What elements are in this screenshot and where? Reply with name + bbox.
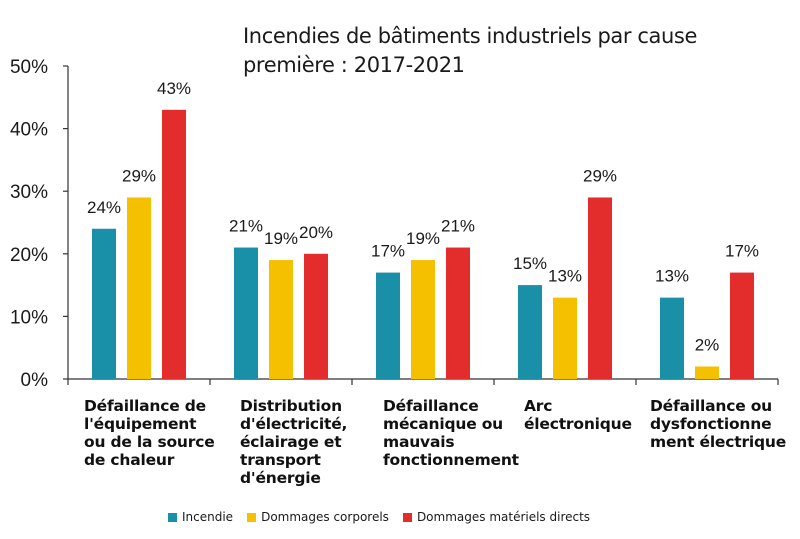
bar (411, 260, 435, 379)
data-label: 17% (725, 242, 759, 261)
bar (304, 253, 328, 379)
category-label-line: de chaleur (84, 451, 175, 469)
bar (127, 197, 151, 379)
category-label-line: Défaillance ou (650, 397, 772, 415)
legend-item: Incendie (168, 510, 233, 524)
bar (695, 366, 719, 379)
y-tick-label: 40% (10, 120, 48, 141)
legend-label: Dommages corporels (261, 510, 389, 524)
category-label: Arc électronique (524, 397, 632, 433)
bar (660, 297, 684, 379)
bar (588, 197, 612, 379)
category-label-line: fonctionnement (383, 451, 519, 469)
category-label-line: dysfonctionne (650, 415, 772, 433)
legend: Incendie Dommages corporels Dommages matér… (168, 510, 604, 524)
data-label: 29% (583, 166, 617, 185)
axes: 0% 10% 20% 30% 40% 50% (10, 57, 779, 391)
data-label: 20% (299, 223, 333, 242)
data-label: 19% (406, 229, 440, 248)
legend-item: Dommages matériels directs (402, 510, 591, 524)
data-label: 24% (87, 198, 121, 217)
category-label-line: d'énergie (240, 469, 321, 487)
data-label: 17% (371, 242, 405, 261)
category-label-line: Arc (524, 397, 553, 415)
data-label: 21% (441, 217, 475, 236)
y-tick-label: 30% (10, 182, 48, 203)
data-labels: 24%29%43%21%19% 20%17%19%21%15%13%29%13%2… (87, 79, 759, 355)
legend-swatch (247, 512, 257, 522)
y-tick-label: 20% (10, 245, 48, 266)
data-label: 21% (229, 217, 263, 236)
legend-label: Dommages matériels directs (416, 510, 591, 524)
bar (162, 109, 186, 379)
data-label: 29% (122, 166, 156, 185)
category-label: Défaillance de l'équipement ou de la sourc… (84, 397, 215, 469)
bar (553, 297, 577, 379)
category-label-line: mauvais (383, 433, 455, 451)
data-label: 19% (264, 229, 298, 248)
data-label: 2% (695, 335, 720, 354)
data-label: 43% (157, 79, 191, 98)
data-label: 13% (655, 267, 689, 286)
category-label-line: ou de la source (84, 433, 215, 451)
category-label: Défaillance ou dysfonctionne ment électriq… (650, 397, 786, 451)
legend-label: Incendie (182, 510, 234, 524)
data-label: 15% (513, 254, 547, 273)
bar (518, 285, 542, 379)
bar (446, 247, 470, 379)
bars (92, 109, 754, 379)
data-label: 13% (548, 267, 582, 286)
category-label-line: ment électrique (650, 433, 787, 451)
legend-item: Dommages corporels (247, 510, 389, 524)
y-tick-label: 50% (10, 57, 48, 78)
bar (234, 247, 258, 379)
bar (269, 260, 293, 379)
category-label-line: Défaillance (383, 397, 479, 415)
y-tick-label: 0% (21, 370, 49, 391)
bar (376, 272, 400, 379)
bar (92, 228, 116, 379)
category-label-line: Défaillance de (84, 397, 206, 415)
bar (730, 272, 754, 379)
category-label: Distribution d'électricité, éclairage et tr… (240, 397, 347, 487)
legend-swatch (168, 512, 177, 522)
category-label-line: éclairage et (240, 433, 342, 451)
category-label-line: d'électricité, (240, 415, 348, 433)
category-label: Défaillance mécanique ou mauvais fonctionne… (383, 397, 519, 469)
category-label-line: électronique (524, 415, 632, 433)
category-label-line: mécanique ou (383, 415, 503, 433)
category-label-line: transport (240, 451, 321, 469)
chart-title: Incendies de bâtiments industriels par c… (243, 24, 697, 77)
category-label-line: Distribution (240, 397, 342, 415)
category-label-line: l'équipement (84, 415, 197, 433)
y-tick-label: 10% (10, 307, 48, 328)
legend-swatch (402, 512, 412, 522)
